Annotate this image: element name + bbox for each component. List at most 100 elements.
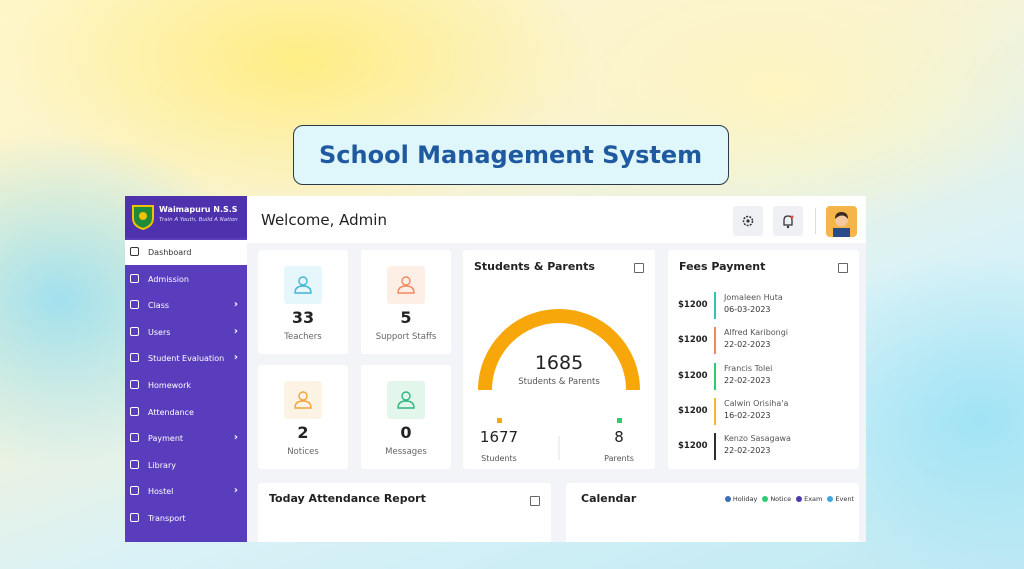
stat-label: Teachers <box>284 332 322 342</box>
stat-value: 0 <box>400 423 412 442</box>
legend-item: Exam <box>796 495 822 503</box>
legend-label: Event <box>835 495 854 503</box>
fee-amount: $1200 <box>678 370 708 381</box>
fee-name: Francis Tolei <box>724 363 773 373</box>
menu-item[interactable]: Admission <box>125 267 247 292</box>
legend-item: Event <box>827 495 854 503</box>
legend-dot <box>762 496 769 502</box>
menu-item[interactable]: Dashboard <box>125 240 247 265</box>
menu-icon <box>130 433 139 443</box>
menu-label: Transport <box>148 514 186 523</box>
item-value: 8 <box>614 428 624 446</box>
school-motto: Train A Youth, Build A Nation <box>159 217 238 223</box>
legend-label: Holiday <box>732 495 758 503</box>
stat-label: Messages <box>385 447 427 457</box>
calendar-legend: Holiday Notice Exam Event <box>720 495 854 503</box>
open-link-icon[interactable] <box>634 263 644 273</box>
menu-label: Hostel <box>148 487 174 497</box>
stat-value: 33 <box>291 308 315 327</box>
stat-card: 5 Support Staffs <box>361 250 451 354</box>
menu-icon <box>130 300 139 310</box>
settings-button[interactable] <box>733 206 763 236</box>
stat-glyph <box>397 276 415 294</box>
menu-label: Admission <box>148 274 189 284</box>
stat-icon <box>284 266 322 304</box>
menu-item[interactable]: Library <box>125 453 247 478</box>
dashboard-app: Waimapuru N.S.S Train A Youth, Build A N… <box>125 196 866 542</box>
legend-dot <box>724 496 731 502</box>
sidebar: Waimapuru N.S.S Train A Youth, Build A N… <box>125 196 247 542</box>
item-label: Students <box>481 454 517 463</box>
submenu-arrow: › <box>233 325 238 337</box>
fees-payment-card: Fees Payment $1200 Jomaleen Huta 06-03-202… <box>668 250 859 469</box>
menu-label: Attendance <box>148 407 194 417</box>
fee-date: 16-02-2023 <box>724 410 771 420</box>
menu-label: Homework <box>148 381 191 390</box>
legend-marker <box>497 418 502 423</box>
notification-button[interactable] <box>773 206 803 236</box>
greeting: Welcome, Admin <box>261 211 387 229</box>
user-avatar[interactable] <box>826 206 857 237</box>
menu-item[interactable]: Homework <box>125 373 247 398</box>
fee-color-bar <box>714 327 716 355</box>
menu-icon <box>130 406 139 416</box>
gauge-arc <box>478 309 640 391</box>
stat-card: 33 Teachers <box>258 250 348 354</box>
stat-icon <box>284 381 322 419</box>
menu-label: Class <box>148 301 170 311</box>
open-link-icon[interactable] <box>838 263 848 273</box>
fee-amount: $1200 <box>678 335 708 346</box>
open-link-icon[interactable] <box>530 496 540 506</box>
card-title: Students & Parents <box>474 260 595 273</box>
menu-item[interactable]: Transport <box>125 506 247 531</box>
menu-icon <box>130 326 139 336</box>
stat-value: 5 <box>400 308 412 327</box>
menu-item[interactable]: Student Evaluation › <box>125 346 247 371</box>
stat-card: 0 Messages <box>361 365 451 469</box>
menu-item[interactable]: Users › <box>125 320 247 345</box>
submenu-arrow: › <box>233 485 238 497</box>
menu-icon <box>130 273 139 283</box>
item-label: Parents <box>604 454 634 463</box>
menu-item[interactable]: Attendance <box>125 400 247 425</box>
stat-value: 2 <box>297 423 309 442</box>
fee-name: Calwin Orisiha'a <box>724 398 789 408</box>
legend-item: Notice <box>762 495 791 503</box>
menu-item[interactable]: Payment › <box>125 426 247 451</box>
fee-color-bar <box>714 362 716 390</box>
fee-date: 22-02-2023 <box>724 446 771 456</box>
menu-label: Payment <box>148 434 184 444</box>
students-parents-card: Students & Parents 1685 Students & Paren… <box>463 250 655 469</box>
fee-date: 06-03-2023 <box>724 305 771 314</box>
card-title: Calendar <box>581 492 637 505</box>
stat-glyph <box>294 276 312 294</box>
menu-icon <box>130 513 139 522</box>
stat-glyph <box>397 391 415 409</box>
submenu-arrow: › <box>233 352 238 364</box>
stat-label: Notices <box>287 447 319 457</box>
menu-label: Student Evaluation <box>148 354 225 364</box>
legend-label: Exam <box>804 495 823 503</box>
stat-glyph <box>294 391 312 409</box>
menu-label: Library <box>148 460 176 470</box>
school-name: Waimapuru N.S.S <box>159 205 238 214</box>
menu-icon <box>130 380 139 389</box>
legend-marker <box>617 418 622 423</box>
fee-color-bar <box>714 433 716 461</box>
submenu-arrow: › <box>233 299 238 311</box>
fee-date: 22-02-2023 <box>724 340 771 350</box>
settings-icon <box>742 215 754 227</box>
fee-color-bar <box>714 292 716 319</box>
fee-name: Alfred Karibongi <box>724 328 789 338</box>
calendar-card: Calendar Holiday Notice Exam Event <box>566 483 859 542</box>
divider <box>815 208 816 234</box>
menu-item[interactable]: Class › <box>125 293 247 318</box>
bell-icon <box>783 215 794 229</box>
legend-dot <box>827 496 834 502</box>
item-value: 1677 <box>479 428 519 446</box>
menu-item[interactable]: Hostel › <box>125 479 247 504</box>
fee-amount: $1200 <box>678 441 708 452</box>
menu-icon <box>130 247 139 256</box>
gauge <box>478 309 640 460</box>
